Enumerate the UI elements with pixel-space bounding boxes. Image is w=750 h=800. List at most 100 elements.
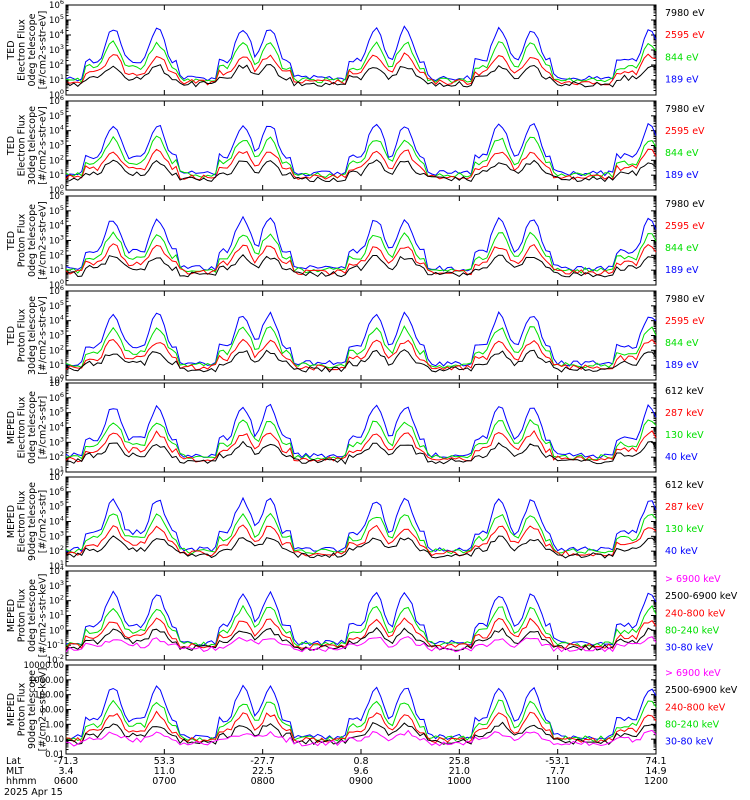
y-axis-label: 30deg telescope xyxy=(27,296,38,375)
y-tick-label: 105 xyxy=(49,299,64,312)
series-trace-blue xyxy=(65,403,657,459)
y-tick-label: 105 xyxy=(49,204,64,217)
x-tick-label-hhmm: 1100 xyxy=(546,776,570,787)
y-axis-label: MEPED xyxy=(6,599,17,632)
y-axis-label: [#/cm2-s-str] xyxy=(38,396,49,459)
y-tick-label: 100 xyxy=(49,183,64,196)
y-tick-label: 101 xyxy=(49,358,64,371)
x-tick-label-mlt: 9.6 xyxy=(353,766,368,777)
y-axis-label: 90deg telescope xyxy=(27,670,38,749)
x-tick-label-lat: 74.1 xyxy=(645,756,666,767)
y-axis-label: Proton Flux xyxy=(17,588,28,642)
legend-entry: 844 eV xyxy=(665,338,699,349)
y-tick-label: 101 xyxy=(49,263,64,276)
y-axis-label: TED xyxy=(6,136,17,156)
y-axis-label: Electron Flux xyxy=(17,396,28,458)
y-tick-label: 10.00 xyxy=(40,706,64,716)
y-tick-label: 102 xyxy=(49,153,64,166)
y-axis-label: 0deg telescope xyxy=(27,391,38,464)
series-trace-black xyxy=(65,721,657,746)
series-trace-blue xyxy=(65,311,657,367)
y-tick-label: 105 xyxy=(49,406,64,419)
x-tick-label-hhmm: 0900 xyxy=(349,776,373,787)
y-tick-label: 100 xyxy=(49,88,64,101)
legend-entry: 40 keV xyxy=(665,452,698,463)
legend-entry: 189 eV xyxy=(665,75,699,86)
y-tick-label: 106 xyxy=(49,284,64,297)
series-trace-red xyxy=(65,524,657,557)
legend-entry: 30-80 keV xyxy=(665,643,714,654)
series-trace-black xyxy=(65,254,657,278)
y-axis-label: Proton Flux xyxy=(17,213,28,267)
y-tick-label: 102 xyxy=(49,58,64,71)
y-tick-label: 105 xyxy=(49,13,64,26)
x-tick-label-mlt: 14.9 xyxy=(645,766,666,777)
y-axis-label: 0deg telescope xyxy=(27,13,38,86)
y-tick-label: 101 xyxy=(49,609,64,622)
x-tick-label-hhmm: 1000 xyxy=(447,776,471,787)
y-tick-label: 101 xyxy=(49,73,64,86)
y-axis-label: Electron Flux xyxy=(17,19,28,81)
y-tick-label: 103 xyxy=(49,139,64,152)
y-axis-label: Proton Flux xyxy=(17,682,28,736)
series-trace-black xyxy=(65,63,657,88)
y-tick-label: 0.10 xyxy=(45,735,64,745)
y-tick-label: 102 xyxy=(49,343,64,356)
legend-entry: 189 eV xyxy=(665,170,699,181)
y-axis-label: TED xyxy=(6,326,17,346)
series-trace-blue xyxy=(65,684,657,741)
x-tick-label-hhmm: 0800 xyxy=(251,776,275,787)
legend-entry: > 6900 keV xyxy=(665,574,721,585)
series-trace-green xyxy=(65,512,657,555)
y-tick-label: 104 xyxy=(49,564,64,577)
legend-entry: 189 eV xyxy=(665,265,699,276)
y-tick-label: 10-1 xyxy=(47,638,64,651)
x-tick-label-lat: 25.8 xyxy=(449,756,470,767)
series-trace-green xyxy=(65,40,657,84)
x-tick-label-mlt: 11.0 xyxy=(154,766,175,777)
legend-entry: 7980 eV xyxy=(665,8,705,19)
legend-entry: 189 eV xyxy=(665,360,699,371)
y-tick-label: 101 xyxy=(49,168,64,181)
y-tick-label: 1000.00 xyxy=(29,676,64,686)
x-tick-label-mlt: 7.7 xyxy=(550,766,565,777)
y-axis-label: [#/cm2-s-str-keV] xyxy=(38,574,49,658)
y-tick-label: 106 xyxy=(49,485,64,498)
y-tick-label: 100.00 xyxy=(34,691,64,701)
y-axis-label: MEPED xyxy=(6,411,17,444)
series-trace-black xyxy=(65,440,657,465)
legend-entry: 7980 eV xyxy=(665,294,705,305)
legend-entry: 287 keV xyxy=(665,408,704,419)
y-tick-label: 103 xyxy=(49,579,64,592)
y-axis-label: 90deg telescope xyxy=(27,482,38,561)
series-trace-red xyxy=(65,338,657,371)
legend-entry: 7980 eV xyxy=(665,199,705,210)
y-tick-label: 102 xyxy=(49,594,64,607)
x-tick-label-mlt: 3.4 xyxy=(58,766,73,777)
y-tick-label: 106 xyxy=(49,0,64,11)
series-trace-red xyxy=(65,710,657,744)
y-axis-label: [#/cm2-s-str] xyxy=(38,490,49,553)
y-tick-label: 101 xyxy=(49,465,64,478)
legend-entry: 612 keV xyxy=(665,386,704,397)
legend-entry: 240-800 keV xyxy=(665,608,726,619)
y-axis-label: 0deg telescope xyxy=(27,579,38,652)
x-tick-label-mlt: 21.0 xyxy=(449,766,470,777)
y-axis-label: [#/cm2-s-str-eV] xyxy=(38,201,49,280)
y-tick-label: 104 xyxy=(49,219,64,232)
y-tick-label: 103 xyxy=(49,435,64,448)
y-tick-label: 103 xyxy=(49,329,64,342)
y-axis-label: TED xyxy=(6,40,17,60)
legend-entry: 2500-6900 keV xyxy=(665,591,738,602)
series-trace-black xyxy=(65,159,657,183)
y-tick-label: 106 xyxy=(49,189,64,202)
x-tick-label-hhmm: 1200 xyxy=(644,776,668,787)
legend-entry: 130 keV xyxy=(665,430,704,441)
legend-entry: 2500-6900 keV xyxy=(665,685,738,696)
